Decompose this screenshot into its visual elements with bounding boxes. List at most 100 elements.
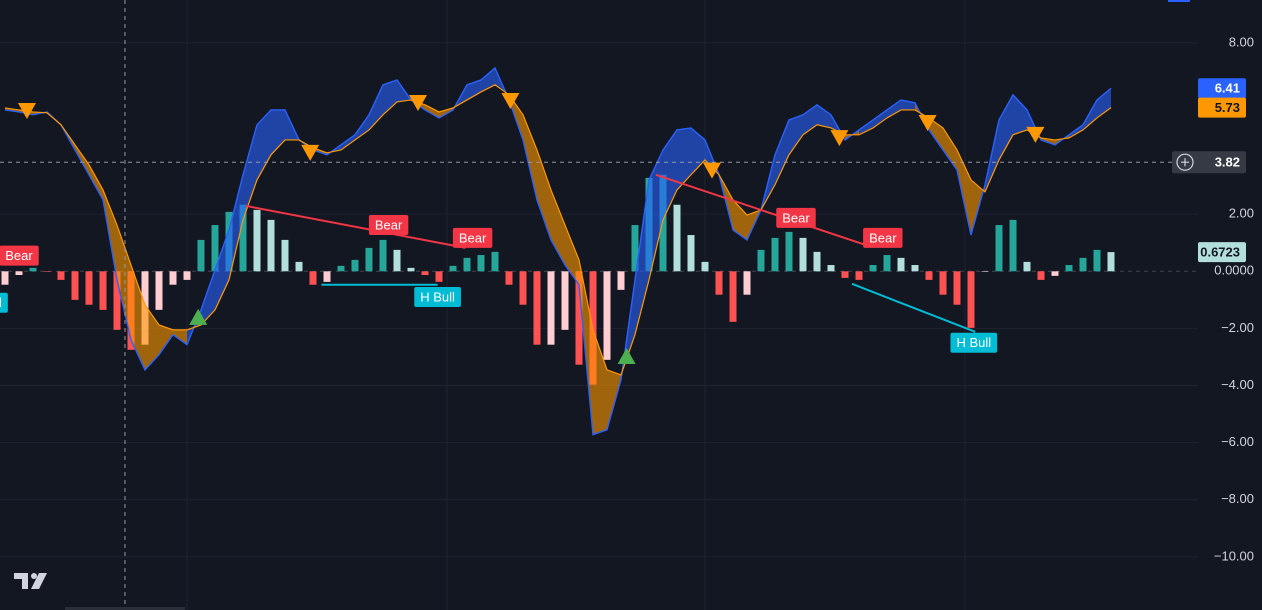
band-fill xyxy=(999,94,1013,160)
histogram-bar xyxy=(827,265,835,272)
band-fill xyxy=(425,104,439,118)
histogram-bar xyxy=(771,237,779,272)
y-tick-label: 0.0000 xyxy=(1214,263,1254,278)
signal-last-box xyxy=(1198,97,1246,118)
histogram-bar xyxy=(869,265,877,272)
signal-marker xyxy=(501,92,520,109)
histogram-bar xyxy=(939,271,947,295)
band-fill xyxy=(733,199,747,240)
histogram-bar xyxy=(631,225,639,272)
histogram-bar xyxy=(925,271,933,280)
divergence-line xyxy=(245,204,466,249)
histogram-bar xyxy=(1079,257,1087,272)
histogram-bar xyxy=(85,271,93,305)
histogram-bar xyxy=(57,271,65,280)
price-axis: 8.00 2.00 0.0000 −2.00 −4.00 −6.00 −8.00 −10.00… xyxy=(1172,34,1254,563)
histogram-bar xyxy=(897,257,905,272)
band-fill xyxy=(159,324,173,355)
histogram-bar xyxy=(1037,271,1045,280)
band-fill xyxy=(201,269,215,325)
histogram-bar xyxy=(197,239,205,272)
band-fill xyxy=(551,189,565,266)
hist-last-box xyxy=(1198,242,1246,263)
histogram-bar xyxy=(155,271,163,310)
band-fill xyxy=(1013,94,1027,135)
label-text: Bear xyxy=(869,230,897,245)
histogram-bar xyxy=(785,231,793,272)
top-indicator xyxy=(1168,0,1190,2)
histogram-bar xyxy=(407,267,415,272)
signal-marker xyxy=(189,308,208,325)
y-tick-label: −10.00 xyxy=(1214,548,1254,563)
add-plus xyxy=(1181,158,1189,167)
label-text: Bear xyxy=(459,230,487,245)
label-text: Bear xyxy=(5,248,33,263)
signal-marker xyxy=(617,347,636,364)
histogram-bar xyxy=(687,235,695,272)
histogram-bar xyxy=(1107,252,1115,272)
signal-last-text: 5.73 xyxy=(1215,100,1240,115)
label-box xyxy=(414,287,461,308)
histogram-bar xyxy=(547,271,555,345)
macd-last-text: 6.41 xyxy=(1215,81,1240,96)
signal-marker xyxy=(1026,126,1045,143)
band-fill xyxy=(775,119,789,185)
histogram-bar xyxy=(505,271,513,285)
histogram-bar xyxy=(99,271,107,310)
y-tick-label: −8.00 xyxy=(1221,491,1254,506)
histogram-bar xyxy=(659,174,667,272)
logo-part xyxy=(31,573,47,589)
label-box xyxy=(0,292,8,313)
histogram-bar xyxy=(183,271,191,280)
y-tick-label: −4.00 xyxy=(1221,377,1254,392)
histogram-bar xyxy=(911,265,919,272)
add-button[interactable] xyxy=(1176,153,1194,171)
band-fill xyxy=(817,104,831,128)
histogram-bar xyxy=(981,271,989,272)
signal-marker xyxy=(409,94,427,111)
label-box xyxy=(950,332,998,353)
label-box xyxy=(0,245,39,266)
grid xyxy=(0,42,1198,558)
histogram-bar xyxy=(421,271,429,276)
band-fill xyxy=(649,149,663,280)
histogram-bar xyxy=(1,271,9,285)
histogram-bar xyxy=(351,259,359,272)
histogram-bar xyxy=(883,255,891,272)
label-text: Bear xyxy=(375,217,403,232)
y-tick-label: −6.00 xyxy=(1221,434,1254,449)
histogram-bar xyxy=(309,271,317,285)
label-box xyxy=(368,215,409,236)
y-tick-label: 2.00 xyxy=(1229,206,1254,221)
histogram-bar xyxy=(169,271,177,285)
band-fill xyxy=(677,127,691,190)
histogram-bar xyxy=(855,271,863,280)
histogram-bar xyxy=(1065,265,1073,272)
logo xyxy=(14,573,47,589)
band-fill xyxy=(957,149,971,236)
histogram-bar xyxy=(211,225,219,272)
histogram-bar xyxy=(757,249,765,272)
histogram-bar xyxy=(967,271,975,328)
divergences xyxy=(0,0,1198,610)
histogram-bar xyxy=(701,261,709,272)
histogram-bar xyxy=(491,251,499,272)
band-fill xyxy=(369,84,383,130)
histogram-bar xyxy=(603,271,611,360)
band-fill xyxy=(257,109,271,180)
band-fill xyxy=(355,114,369,140)
histogram-bar xyxy=(841,271,849,278)
histogram-bar xyxy=(729,271,737,322)
histogram-bar xyxy=(71,271,79,300)
band-fill xyxy=(523,114,537,200)
histogram-bar xyxy=(715,271,723,295)
logo-part xyxy=(31,573,37,579)
histogram-bar xyxy=(113,271,121,330)
histogram-bar xyxy=(477,255,485,272)
label-text: Bear xyxy=(782,210,810,225)
histogram-bar xyxy=(463,257,471,272)
band-fill xyxy=(117,225,131,340)
band-fill xyxy=(243,124,257,220)
band-fill xyxy=(341,134,355,150)
